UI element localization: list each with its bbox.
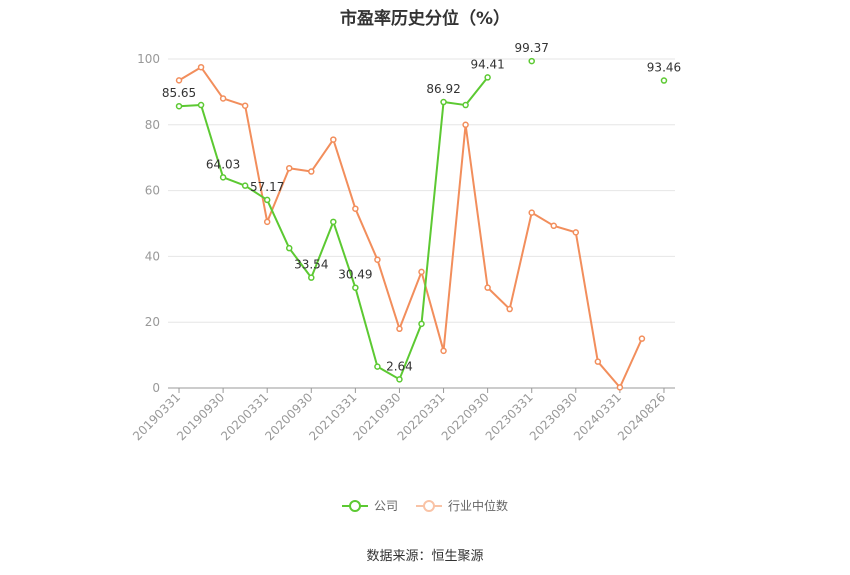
data-point-series-1	[396, 325, 403, 333]
data-point-series-1	[175, 77, 183, 84]
data-point-series-1	[330, 136, 337, 143]
data-label: 57.17	[250, 180, 284, 194]
data-point-series-1	[616, 384, 624, 391]
data-label: 33.54	[294, 258, 328, 272]
series-line-1	[178, 66, 643, 389]
data-point-series-1	[352, 205, 359, 212]
data-point-series-1	[572, 229, 580, 236]
grid-lines	[168, 58, 675, 323]
data-source: 数据来源：恒生聚源	[366, 549, 484, 564]
y-tick-label: 20	[145, 315, 160, 329]
data-point-series-1	[219, 95, 227, 102]
y-tick-label: 80	[145, 118, 160, 132]
data-point-series-1	[638, 335, 646, 342]
series-lines	[175, 57, 668, 391]
data-label: 99.37	[515, 41, 549, 55]
data-label: 94.41	[470, 57, 504, 71]
data-point-series-0	[396, 376, 403, 383]
data-label: 85.65	[162, 86, 196, 100]
data-point-series-0	[660, 77, 668, 84]
data-point-series-0	[175, 102, 183, 110]
legend-item-industry-median[interactable]: 行业中位数	[416, 497, 508, 514]
data-point-series-0	[330, 218, 337, 226]
legend-company-label: 公司	[373, 499, 398, 513]
data-point-series-1	[418, 268, 425, 276]
data-point-series-0	[528, 57, 535, 65]
y-tick-label: 0	[152, 381, 160, 395]
legend-company-marker	[341, 499, 368, 513]
data-point-series-1	[462, 121, 469, 129]
y-tick-label: 100	[137, 52, 160, 66]
data-point-series-0	[197, 101, 205, 109]
data-point-series-0	[263, 196, 271, 204]
data-point-series-1	[440, 347, 447, 355]
x-tick-label: 20240826	[615, 390, 668, 443]
data-point-series-0	[374, 363, 381, 370]
data-point-series-1	[285, 164, 293, 172]
data-label: 2.64	[386, 359, 413, 373]
data-label: 30.49	[338, 268, 372, 282]
y-tick-label: 40	[145, 249, 160, 263]
data-point-series-0	[241, 182, 249, 189]
data-point-series-1	[528, 209, 535, 216]
data-point-series-0	[285, 244, 293, 252]
data-label: 93.46	[647, 61, 681, 75]
data-point-series-0	[352, 284, 359, 291]
data-labels: 85.65 64.03 57.17 33.54 30.49 2.64 86.92 94.41 9…	[162, 41, 681, 373]
data-point-series-1	[594, 358, 602, 365]
data-point-series-1	[308, 168, 315, 175]
axes: 0204060801002019033120190930202003312020…	[130, 52, 675, 443]
data-point-series-1	[374, 256, 381, 263]
data-point-series-0	[440, 98, 447, 106]
data-label: 64.03	[206, 157, 240, 171]
legend-industry-marker	[416, 499, 442, 513]
data-point-series-0	[418, 320, 425, 328]
data-point-series-1	[263, 218, 271, 226]
legend: 公司 行业中位数	[0, 497, 850, 514]
data-label: 86.92	[426, 82, 460, 96]
legend-item-company[interactable]: 公司	[341, 497, 398, 514]
data-point-series-0	[462, 101, 469, 109]
series-line-0	[178, 76, 489, 381]
data-point-series-0	[219, 174, 227, 181]
data-point-series-1	[197, 63, 205, 71]
chart-title: 市盈率历史分位（%）	[339, 9, 511, 29]
data-point-series-1	[484, 284, 491, 291]
legend-industry-label: 行业中位数	[448, 499, 509, 513]
data-point-series-1	[506, 305, 513, 313]
data-point-series-1	[241, 102, 249, 109]
y-tick-label: 60	[145, 184, 160, 198]
data-point-series-0	[484, 74, 491, 81]
data-point-series-0	[308, 274, 315, 281]
data-point-series-1	[550, 222, 558, 230]
